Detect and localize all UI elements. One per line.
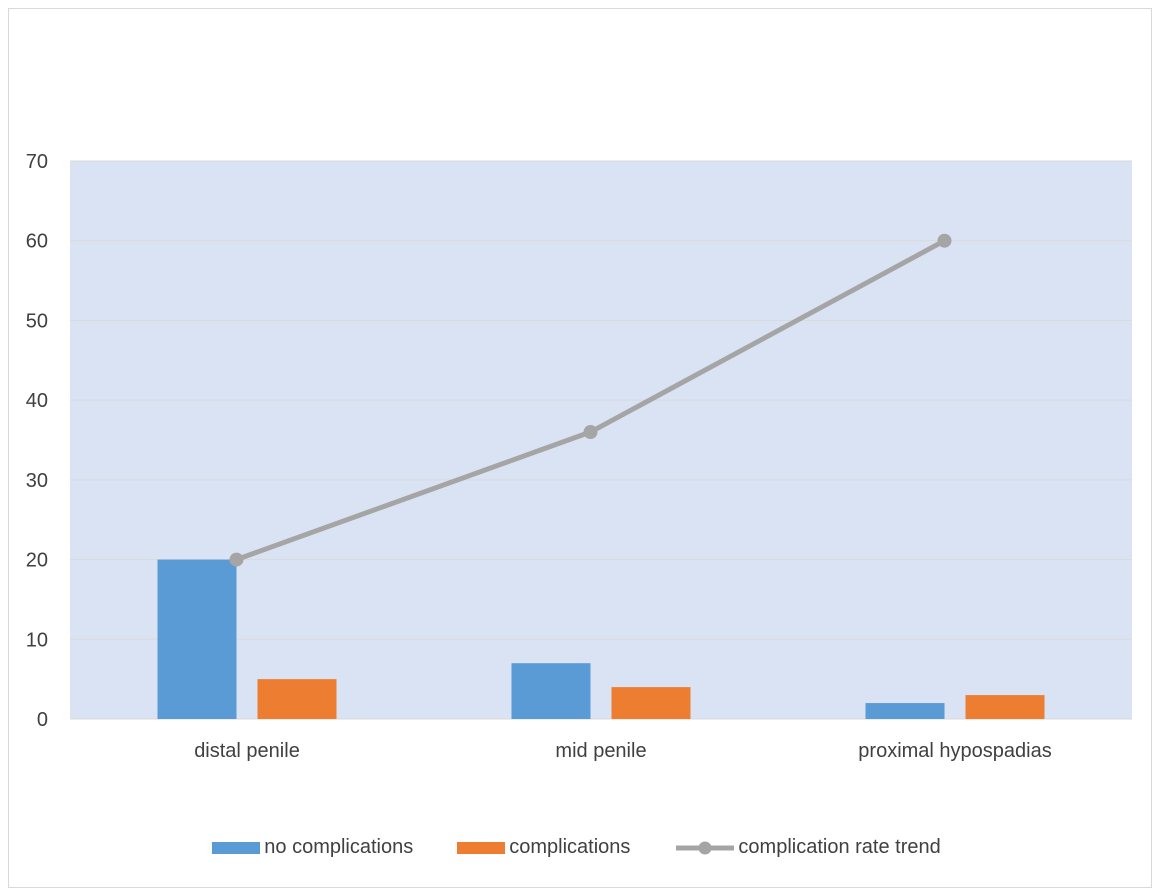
bar-no-complications-0 bbox=[157, 559, 237, 719]
bar-no-complications-1 bbox=[511, 663, 591, 719]
legend: no complications complications complicat… bbox=[0, 836, 1153, 859]
trend-point-2 bbox=[937, 233, 952, 248]
y-tick-label: 30 bbox=[26, 470, 48, 492]
y-tick-label: 60 bbox=[26, 231, 48, 253]
x-axis-categories: distal penile mid penile proximal hypospad… bbox=[194, 740, 1052, 762]
bar-complications-0 bbox=[257, 679, 337, 719]
y-tick-label: 40 bbox=[26, 390, 48, 412]
x-category-label: distal penile bbox=[194, 740, 300, 762]
x-category-label: mid penile bbox=[555, 740, 646, 762]
y-tick-label: 0 bbox=[37, 709, 48, 731]
legend-item-complication-rate-trend: complication rate trend bbox=[674, 836, 941, 859]
y-tick-label: 20 bbox=[26, 550, 48, 572]
trend-point-0 bbox=[229, 552, 244, 567]
legend-item-complications: complications bbox=[457, 836, 630, 859]
legend-swatch-no-complications bbox=[212, 841, 261, 854]
bars bbox=[157, 559, 1045, 719]
legend-label-complications: complications bbox=[509, 836, 631, 858]
bar-complications-1 bbox=[611, 687, 691, 719]
trend-line-layer bbox=[229, 233, 952, 567]
legend-label-no-complications: no complications bbox=[264, 836, 414, 858]
legend-swatch-trend-line bbox=[676, 841, 735, 854]
y-axis-ticks: 0 10 20 30 40 50 60 70 bbox=[26, 151, 48, 731]
y-tick-label: 10 bbox=[26, 629, 48, 651]
y-tick-label: 70 bbox=[26, 151, 48, 173]
gridlines bbox=[70, 160, 1132, 720]
legend-item-no-complications: no complications bbox=[212, 836, 413, 859]
trend-point-1 bbox=[583, 425, 598, 440]
x-category-label: proximal hypospadias bbox=[858, 740, 1051, 762]
plot-area bbox=[70, 161, 1132, 719]
bar-no-complications-2 bbox=[865, 703, 945, 719]
bar-complications-2 bbox=[965, 695, 1045, 719]
y-tick-label: 50 bbox=[26, 310, 48, 332]
legend-label-complication-rate-trend: complication rate trend bbox=[738, 836, 941, 858]
legend-swatch-complications bbox=[457, 841, 506, 854]
